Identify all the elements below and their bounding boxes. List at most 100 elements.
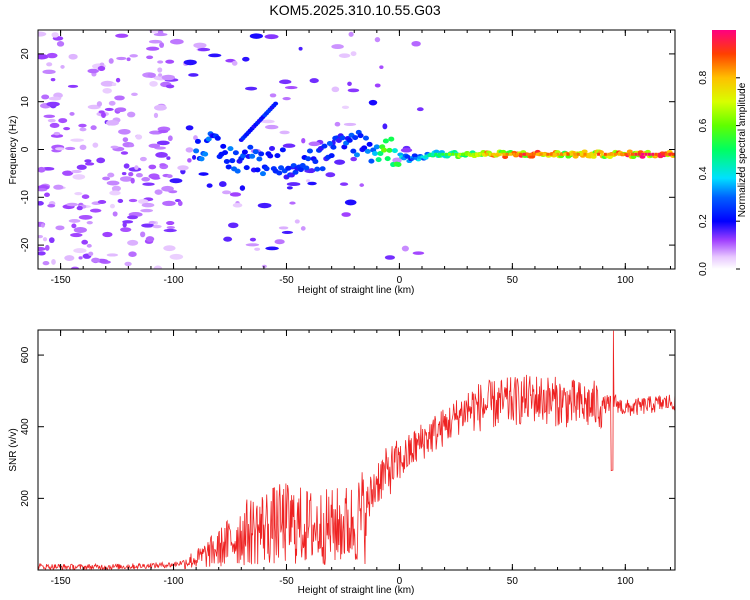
spectrogram-ridge-cell: [581, 149, 588, 154]
spectrogram-noise-cell: [140, 231, 146, 238]
spectrogram-line-cell: [522, 152, 526, 156]
spectrogram-noise-cell: [286, 182, 301, 187]
spectrogram-noise-cell: [127, 215, 139, 220]
spectrogram-noise-cell: [151, 176, 161, 180]
spectrogram-line-cell: [475, 152, 479, 156]
spectrogram-noise-cell: [64, 255, 75, 261]
spectrogram-noise-cell: [350, 156, 357, 162]
spectrogram-noise-cell: [68, 219, 81, 223]
spectrogram-ridge-cell: [276, 170, 283, 176]
spectrogram-noise-cell: [73, 248, 87, 254]
spectrogram-ridge-cell: [330, 144, 337, 150]
snr-frame: [37, 329, 676, 571]
spectrogram-noise-cell: [249, 237, 257, 242]
spectrogram-noise-cell: [41, 94, 50, 100]
y-tick-label: 10: [20, 96, 31, 108]
spectrogram-noise-cell: [279, 130, 290, 135]
x-tick-label: -100: [164, 576, 184, 587]
spectrogram-noise-cell: [229, 192, 242, 197]
spectrogram-noise-cell: [102, 87, 112, 94]
spectrogram-ridge-cell: [225, 164, 232, 170]
spectrogram-noise-cell: [38, 54, 49, 60]
y-tick-label: 0: [20, 146, 31, 152]
snr-panel: -150 -100 -50 0 50 100 600 400 200 Height of str…: [8, 329, 676, 596]
spectrogram-noise-cell: [197, 47, 211, 52]
spectrogram-noise-cell: [187, 158, 192, 163]
spectrogram-noise-cell: [54, 147, 65, 151]
spectrogram-noise-cell: [382, 123, 388, 130]
spectrogram-ridge-cell: [373, 144, 380, 150]
spectrogram-ridge-cell: [339, 135, 346, 141]
spectrogram-noise-cell: [368, 99, 378, 106]
y-tick-label: 20: [20, 48, 31, 60]
spectrogram-noise-cell: [231, 60, 238, 66]
snr-axes: -150 -100 -50 0 50 100 600 400 200: [20, 330, 675, 587]
spectrogram-line-cell: [586, 152, 590, 156]
spectrogram-noise-cell: [142, 182, 155, 186]
spectrogram-noise-cell: [239, 185, 246, 191]
spectrogram-noise-cell: [282, 143, 296, 148]
spectrogram-ridge-cell: [433, 149, 440, 154]
spectrogram-noise-cell: [170, 38, 184, 45]
spectrogram-ridge-cell: [388, 136, 395, 142]
spectrogram-line-cell: [458, 152, 462, 156]
spectrogram-line-cell: [478, 152, 482, 156]
spectrogram-ridge-cell: [202, 151, 209, 157]
spectrogram-noise-cell: [116, 56, 127, 61]
spectrogram-ridge-cell: [247, 144, 254, 150]
spectrogram-noise-cell: [294, 219, 300, 224]
spectrogram-ridge-cell: [341, 144, 348, 150]
spectrogram-noise-cell: [384, 255, 396, 260]
spectrogram-noise-cell: [307, 181, 317, 186]
spectrogram-ridge-cell: [256, 156, 263, 162]
spectrogram-noise-cell: [44, 192, 50, 198]
spectrogram-line-cell: [495, 152, 499, 156]
spectrogram-noise-cell: [66, 202, 79, 207]
spectrogram-line-cell: [630, 152, 634, 156]
spectrogram-ridge-cell: [368, 158, 375, 164]
spectrogram-noise-cell: [163, 228, 177, 233]
spectrogram-noise-cell: [416, 107, 424, 112]
spectrogram-ridge-cell: [205, 136, 212, 142]
spectrogram-line-cell: [647, 152, 651, 156]
spectrogram-noise-cell: [46, 62, 53, 67]
spectrogram-noise-cell: [111, 185, 122, 192]
spectrogram-noise-cell: [325, 172, 336, 178]
spectrogram-noise-cell: [156, 140, 170, 146]
spectrogram-ridge-cell: [386, 147, 393, 153]
spectrogram-noise-cell: [48, 96, 62, 101]
spectrogram-frame: [37, 29, 676, 270]
spectrogram-noise-cell: [153, 112, 159, 119]
spectrogram-noise-cell: [122, 222, 127, 228]
spectrogram-ridge-cell: [194, 138, 201, 144]
y-tick-label: -20: [20, 237, 31, 252]
spectrogram-noise-cell: [78, 214, 93, 220]
spectrogram-noise-cell: [51, 258, 56, 265]
spectrogram-noise-cell: [42, 69, 56, 75]
spectrogram-noise-cell: [344, 199, 357, 206]
spectrogram-ridge-cell: [303, 165, 310, 171]
spectrogram-cells: [38, 30, 675, 269]
spectrogram-ridge-cell: [214, 135, 221, 141]
spectrogram-noise-cell: [411, 40, 421, 47]
spectrogram-ridge-cell: [249, 153, 256, 159]
spectrogram-line-cell: [451, 152, 455, 156]
spectrogram-line-cell: [424, 154, 428, 158]
spectrogram-noise-cell: [188, 73, 199, 77]
spectrogram-ylabel: Frequency (Hz): [8, 116, 19, 185]
spectrogram-ridge-cell: [227, 146, 234, 152]
spectrogram-ridge-cell: [229, 158, 236, 164]
snr-series-line: [38, 330, 675, 570]
spectrogram-noise-cell: [339, 182, 349, 186]
spectrogram-line-cell: [532, 152, 536, 156]
spectrogram-noise-cell: [139, 156, 147, 162]
spectrogram-line-cell: [664, 152, 668, 156]
spectrogram-line-cell: [454, 152, 458, 156]
spectrogram-noise-cell: [65, 146, 76, 151]
spectrogram-noise-cell: [45, 244, 50, 251]
spectrogram-noise-cell: [208, 53, 222, 58]
spectrogram-noise-cell: [86, 243, 92, 248]
spectrogram-noise-cell: [69, 111, 75, 116]
